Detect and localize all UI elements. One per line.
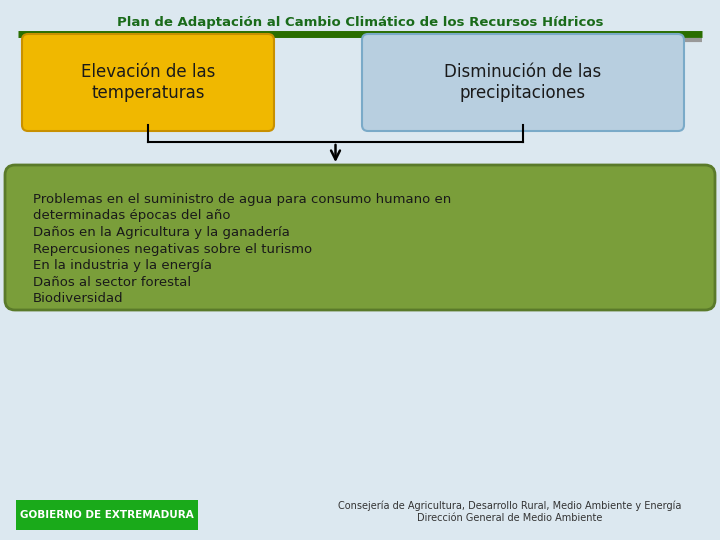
Text: Plan de Adaptación al Cambio Climático de los Recursos Hídricos: Plan de Adaptación al Cambio Climático d… bbox=[117, 16, 603, 29]
FancyBboxPatch shape bbox=[16, 500, 198, 530]
Text: En la industria y la energía: En la industria y la energía bbox=[33, 259, 212, 272]
FancyBboxPatch shape bbox=[5, 165, 715, 310]
Text: Consejería de Agricultura, Desarrollo Rural, Medio Ambiente y Energía: Consejería de Agricultura, Desarrollo Ru… bbox=[338, 501, 682, 511]
Text: Disminución de las
precipitaciones: Disminución de las precipitaciones bbox=[444, 63, 602, 102]
Text: Biodiversidad: Biodiversidad bbox=[33, 292, 124, 305]
Text: Daños en la Agricultura y la ganadería: Daños en la Agricultura y la ganadería bbox=[33, 226, 290, 239]
Text: Repercusiones negativas sobre el turismo: Repercusiones negativas sobre el turismo bbox=[33, 242, 312, 255]
FancyBboxPatch shape bbox=[22, 34, 274, 131]
Text: Elevación de las
temperaturas: Elevación de las temperaturas bbox=[81, 63, 215, 102]
Text: Dirección General de Medio Ambiente: Dirección General de Medio Ambiente bbox=[418, 513, 603, 523]
Text: determinadas épocas del año: determinadas épocas del año bbox=[33, 210, 230, 222]
Text: Daños al sector forestal: Daños al sector forestal bbox=[33, 275, 191, 288]
Text: GOBIERNO DE EXTREMADURA: GOBIERNO DE EXTREMADURA bbox=[20, 510, 194, 520]
FancyBboxPatch shape bbox=[362, 34, 684, 131]
Text: Problemas en el suministro de agua para consumo humano en: Problemas en el suministro de agua para … bbox=[33, 193, 451, 206]
